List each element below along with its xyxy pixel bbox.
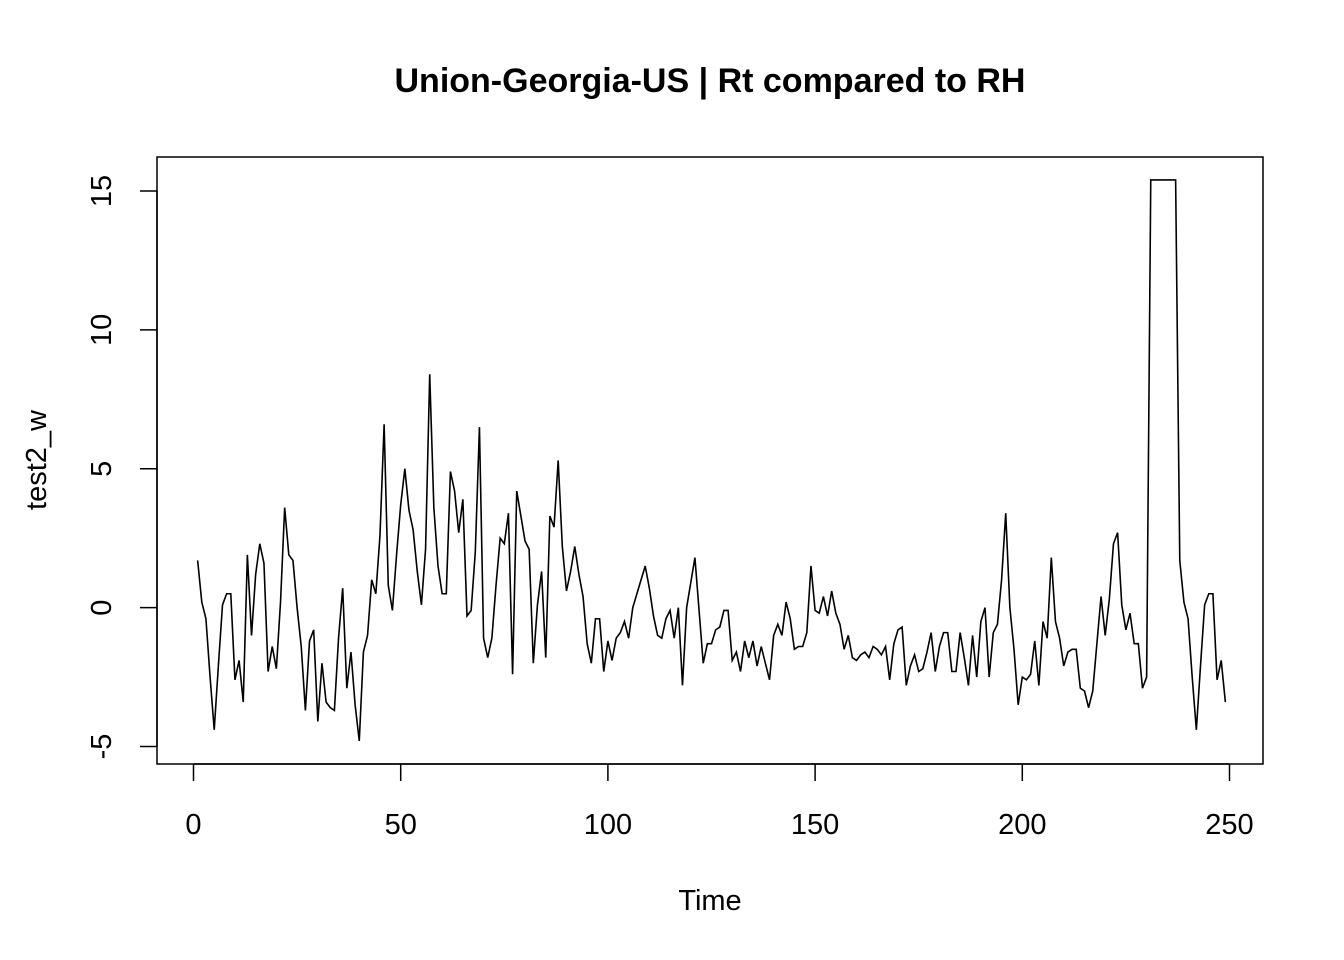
y-tick-label: 15 [86,175,118,207]
x-tick-label: 200 [998,809,1046,841]
y-tick-label: 0 [86,600,118,616]
series-line [196,179,1227,742]
x-tick-label: 150 [791,809,839,841]
x-tick-label: 50 [385,809,417,841]
x-tick-label: 0 [185,809,201,841]
y-tick-label: -5 [86,734,118,760]
y-tick-label: 10 [86,314,118,346]
y-axis: -5 0 5 10 15 [86,175,158,760]
y-tick-label: 5 [86,461,118,477]
x-axis-title: Time [678,885,741,917]
y-axis-title: test2_w [21,409,53,510]
x-axis: 0 50 100 150 200 250 [185,763,1254,841]
chart-title: Union-Georgia-US | Rt compared to RH [395,62,1026,100]
x-tick-label: 250 [1205,809,1253,841]
x-tick-label: 100 [584,809,632,841]
